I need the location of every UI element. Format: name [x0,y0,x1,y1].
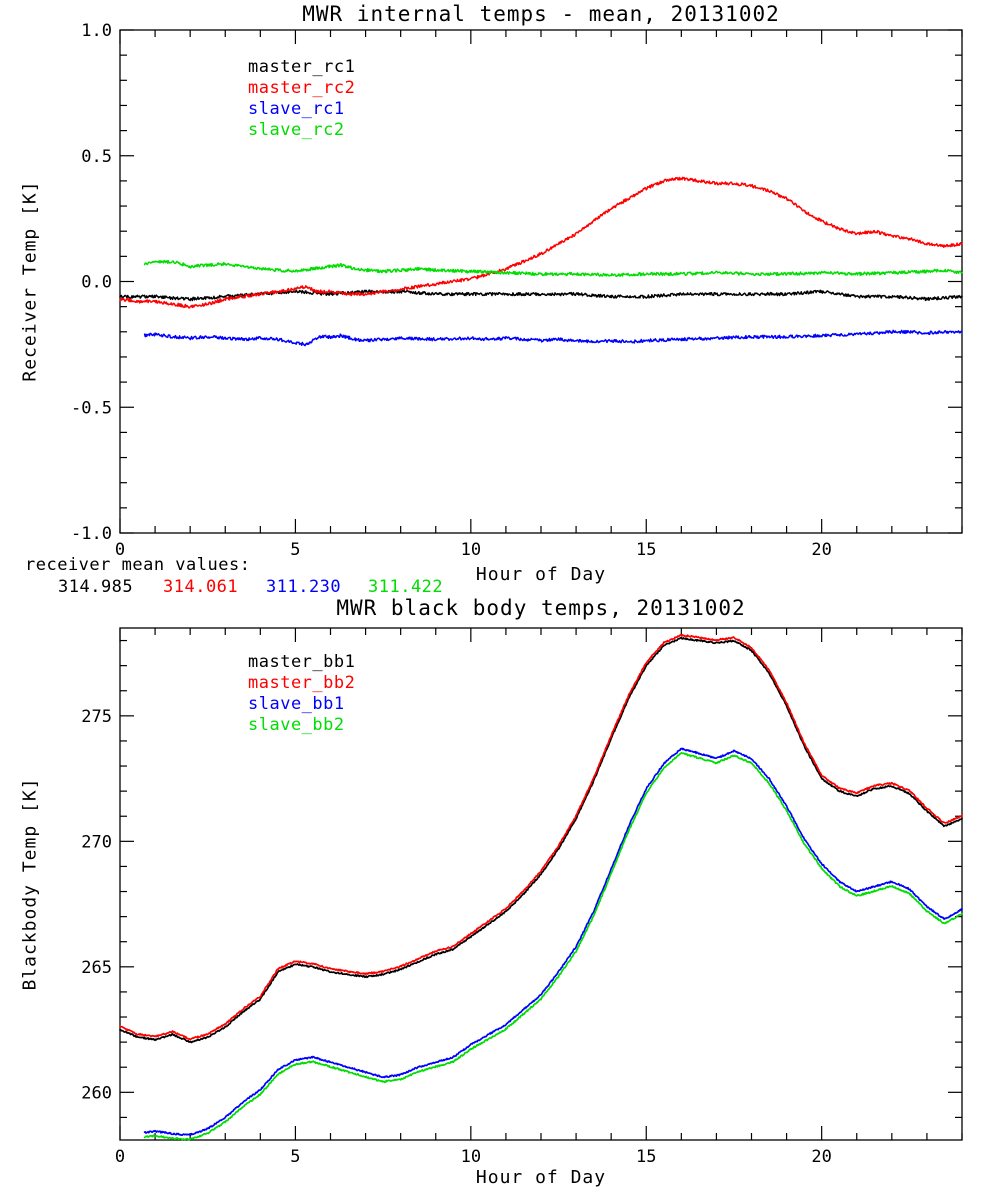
x-tick-label: 5 [290,540,300,560]
legend-item-slave_bb1: slave_bb1 [248,694,345,714]
blackbody-temp-chart-title: MWR black body temps, 20131002 [336,596,746,620]
receiver-means-label: receiver mean values: [25,555,251,575]
x-tick-label: 0 [115,540,125,560]
y-tick-label: 1.0 [81,21,112,41]
series-line-slave_rc2 [143,259,963,278]
receiver-mean-value-2: 311.230 [266,577,342,597]
legend-item-slave_rc2: slave_rc2 [248,120,345,140]
legend-item-master_rc1: master_rc1 [248,57,356,77]
receiver-temp-chart-title: MWR internal temps - mean, 20131002 [302,2,780,26]
receiver-temp-x-axis-label: Hour of Day [475,564,607,585]
y-tick-label: 0.0 [81,273,112,293]
receiver-mean-value-3: 311.422 [368,577,444,597]
blackbody-temp-x-axis-label: Hour of Day [475,1167,607,1188]
x-tick-label: 20 [811,1147,831,1167]
x-tick-label: 10 [461,1147,481,1167]
legend-item-master_bb1: master_bb1 [248,652,356,672]
legend-item-master_rc2: master_rc2 [248,78,356,98]
y-tick-label: 270 [81,832,112,852]
x-tick-label: 20 [811,540,831,560]
receiver-mean-value-0: 314.985 [58,577,134,597]
x-tick-label: 0 [115,1147,125,1167]
y-tick-label: 265 [81,958,112,978]
blackbody-temp-chart-legend: master_bb1 master_bb2 slave_bb1 slave_bb2 [248,652,355,736]
legend-item-slave_rc1: slave_rc1 [248,99,345,119]
series-line-master_rc1 [119,289,963,302]
series-line-slave_bb2 [143,751,963,1141]
receiver-means-values: 314.985 314.061 311.230 311.422 [0,577,1000,599]
receiver-mean-value-1: 314.061 [163,577,239,597]
y-tick-label: 0.5 [81,147,112,167]
y-tick-label: -0.5 [71,398,112,418]
series-line-master_bb2 [119,633,963,1041]
y-tick-label: 260 [81,1083,112,1103]
receiver-temp-chart-canvas: 0 5 10 15 20 -1.0 -0.5 0.0 0.5 1.0 [71,21,963,560]
series-line-master_bb1 [119,636,963,1044]
x-tick-label: 10 [461,540,481,560]
blackbody-temp-chart-canvas: 0 5 10 15 20 260 265 270 275 [81,627,963,1167]
x-tick-label: 15 [636,540,656,560]
legend-item-slave_bb2: slave_bb2 [248,715,345,735]
x-tick-label: 5 [290,1147,300,1167]
y-tick-label: 275 [81,707,112,727]
legend-item-master_bb2: master_bb2 [248,673,356,693]
series-line-slave_rc1 [143,329,963,347]
x-tick-label: 15 [636,1147,656,1167]
y-tick-label: -1.0 [71,524,112,544]
plot-frame [119,29,963,534]
series-line-master_rc2 [119,176,963,309]
receiver-temp-chart-legend: master_rc1 master_rc2 slave_rc1 slave_rc2 [248,57,355,141]
series-line-slave_bb1 [143,747,963,1137]
